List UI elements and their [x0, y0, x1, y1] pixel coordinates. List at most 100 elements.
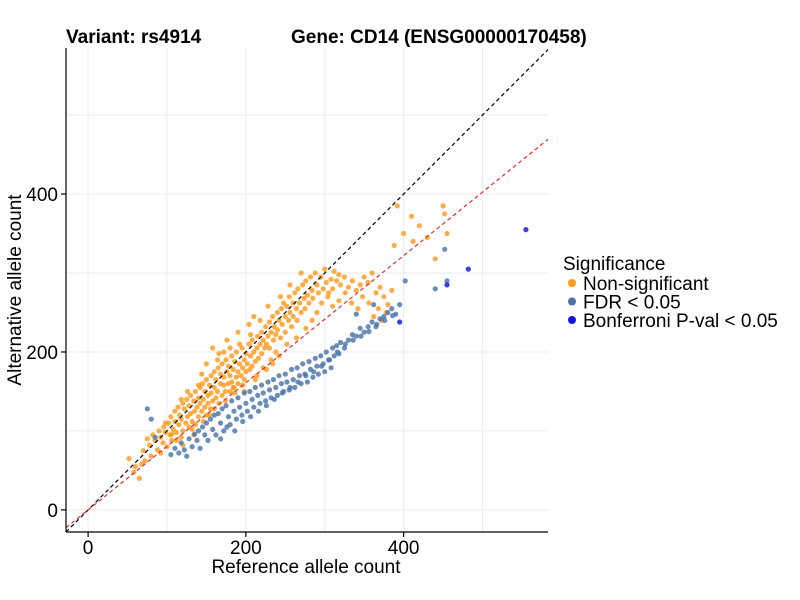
data-point: [302, 306, 308, 312]
data-point: [293, 306, 299, 312]
fit-line: [65, 138, 549, 529]
data-point: [432, 256, 438, 262]
data-point: [310, 374, 316, 380]
data-point: [237, 361, 243, 367]
data-point: [273, 332, 279, 338]
data-point: [266, 387, 273, 393]
data-point: [273, 384, 279, 391]
data-point: [389, 287, 395, 293]
data-point: [169, 431, 175, 437]
data-point: [252, 384, 258, 391]
data-point: [221, 349, 227, 355]
data-point: [292, 384, 298, 391]
grid: [66, 48, 548, 532]
data-point: [140, 448, 146, 454]
data-point: [180, 400, 186, 406]
data-point: [361, 329, 367, 335]
data-point: [331, 353, 337, 359]
data-point: [326, 357, 333, 363]
data-point: [262, 345, 268, 351]
data-point: [192, 408, 198, 414]
data-point: [279, 321, 285, 327]
data-point: [210, 398, 216, 404]
data-point: [257, 400, 263, 406]
data-point: [233, 374, 239, 380]
data-point: [259, 329, 265, 335]
data-point: [341, 274, 348, 280]
reference-line-group: [65, 49, 549, 533]
data-point: [263, 324, 269, 330]
data-point: [194, 404, 200, 410]
data-point: [349, 300, 355, 306]
data-point: [361, 274, 367, 280]
data-point: [263, 341, 269, 347]
data-point: [278, 381, 284, 387]
data-point: [345, 284, 351, 290]
data-point: [270, 313, 276, 320]
data-point: [300, 361, 306, 367]
data-point: [353, 333, 359, 339]
data-point: [219, 406, 225, 412]
data-point: [203, 361, 209, 367]
data-point: [330, 345, 336, 351]
data-point: [273, 349, 279, 355]
data-point: [252, 377, 258, 383]
data-point: [360, 294, 366, 300]
data-point: [353, 311, 359, 317]
data-point: [246, 341, 252, 347]
data-point: [232, 390, 238, 396]
x-tick-label: 400: [388, 538, 420, 559]
data-point: [195, 395, 202, 401]
data-point: [303, 278, 309, 284]
data-point: [172, 445, 178, 451]
data-point: [202, 388, 208, 395]
data-point: [173, 429, 179, 436]
y-axis-title: Alternative allele count: [5, 194, 26, 386]
data-point: [315, 371, 321, 377]
data-point: [281, 300, 287, 306]
data-point: [323, 349, 329, 355]
data-point: [382, 317, 388, 323]
data-point: [243, 351, 249, 357]
x-axis-title: Reference allele count: [211, 557, 401, 578]
data-point: [241, 357, 247, 363]
data-point: [225, 414, 232, 420]
data-point: [255, 333, 261, 339]
data-point: [244, 361, 250, 367]
data-point: [252, 358, 258, 365]
data-point: [282, 371, 288, 377]
data-point: [350, 337, 356, 343]
data-point: [402, 278, 408, 284]
data-point: [322, 266, 328, 272]
data-point: [282, 313, 288, 320]
data-point: [221, 374, 227, 380]
data-point: [330, 303, 336, 309]
y-tick-label: 0: [47, 501, 58, 522]
data-point: [309, 287, 315, 293]
data-point: [385, 302, 391, 308]
data-point: [290, 377, 296, 383]
data-point: [278, 294, 284, 300]
data-point: [215, 411, 221, 417]
data-point: [290, 313, 296, 320]
data-point: [323, 279, 329, 286]
data-point: [381, 313, 387, 320]
data-point: [319, 300, 325, 306]
data-point: [231, 408, 237, 414]
data-point: [284, 303, 290, 309]
data-point: [126, 456, 132, 462]
data-point: [408, 213, 415, 219]
data-point: [232, 428, 238, 434]
data-point: [375, 306, 381, 312]
data-point: [184, 396, 190, 402]
data-point: [257, 341, 263, 347]
data-point: [284, 341, 290, 347]
data-point: [244, 408, 250, 414]
data-point: [202, 404, 208, 410]
data-point: [189, 444, 195, 450]
data-point: [160, 440, 166, 446]
data-point: [199, 381, 206, 387]
data-point: [136, 475, 142, 481]
